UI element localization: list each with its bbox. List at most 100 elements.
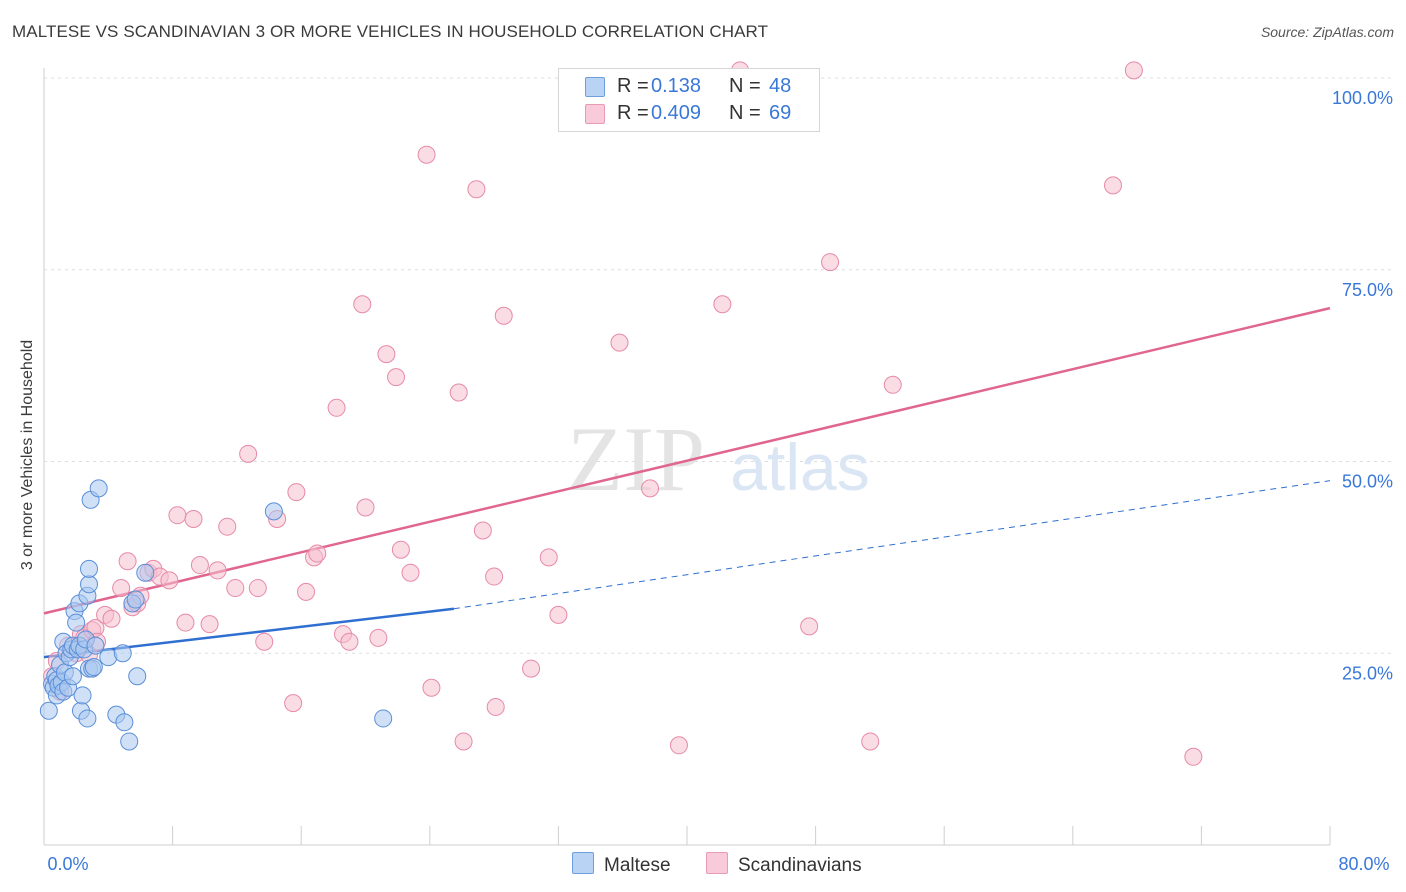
maltese-point — [113, 644, 132, 663]
y-tick-label: 100.0% — [1332, 88, 1393, 108]
scandinavians-point — [610, 333, 629, 352]
scandinavians-point — [401, 563, 420, 582]
scandinavians-point — [669, 736, 688, 755]
bottom-legend-scandinavians: Scandinavians — [706, 852, 862, 876]
bottom-legend-scandinavians-label: Scandinavians — [738, 855, 862, 876]
maltese-point — [126, 590, 145, 609]
chart-title: MALTESE VS SCANDINAVIAN 3 OR MORE VEHICL… — [12, 22, 769, 41]
axes — [43, 68, 1331, 846]
legend-n-label: N = — [729, 75, 761, 97]
scandinavians-point — [454, 732, 473, 751]
scandinavians-point — [549, 605, 568, 624]
scandinavians-point — [190, 556, 209, 575]
legend-r-label: R = — [617, 75, 649, 97]
scandinavians-point — [284, 694, 303, 713]
scandinavians-point — [327, 398, 346, 417]
scandinavians-point — [713, 295, 732, 314]
maltese-swatch — [572, 852, 594, 874]
maltese-point — [374, 709, 393, 728]
source-label: Source: ZipAtlas.com — [1260, 24, 1394, 40]
maltese-point — [78, 709, 97, 728]
scandinavians-trend-line — [43, 306, 1331, 615]
scandinavians-point — [208, 561, 227, 580]
scandinavians-point — [391, 540, 410, 559]
bottom-legend-maltese-label: Maltese — [604, 855, 671, 876]
legend-n-label: N = — [729, 102, 761, 124]
scandinavians-point — [883, 375, 902, 394]
maltese-point — [136, 563, 155, 582]
scandinavians-point — [226, 579, 245, 598]
scandinavians-point — [248, 579, 267, 598]
maltese-point — [63, 667, 82, 686]
scandinavians-point — [522, 659, 541, 678]
watermark: ZIP atlas — [567, 408, 870, 510]
scandinavians-point — [255, 632, 274, 651]
scandinavians-point — [800, 617, 819, 636]
scandinavians-point — [377, 345, 396, 364]
maltese-point — [86, 636, 105, 655]
scandinavians-point — [473, 521, 492, 540]
scandinavians-swatch — [706, 852, 728, 874]
scandinavians-point — [176, 613, 195, 632]
scandinavians-point — [486, 697, 505, 716]
y-tick-label: 50.0% — [1342, 472, 1393, 492]
legend-r-value-maltese: 0.138 — [651, 75, 702, 97]
maltese-point — [89, 479, 108, 498]
maltese-point — [264, 502, 283, 521]
maltese-point — [120, 732, 139, 751]
trend-lines — [43, 306, 1331, 659]
scandinavians-point — [353, 295, 372, 314]
scandinavians-point — [297, 582, 316, 601]
maltese-point — [73, 686, 92, 705]
x-tick-label: 80.0% — [1338, 854, 1389, 874]
legend-n-value-scandinavians: 69 — [769, 102, 792, 124]
scandinavians-point — [239, 444, 258, 463]
scandinavians-point — [369, 628, 388, 647]
maltese-trend-extension — [453, 480, 1331, 610]
scandinavians-point — [861, 732, 880, 751]
maltese-point — [80, 575, 99, 594]
scandinavians-point — [1124, 61, 1143, 80]
scandinavians-point — [168, 506, 187, 525]
scandinavians-point — [112, 579, 131, 598]
scandinavians-point — [218, 517, 237, 536]
gridlines — [44, 77, 1392, 654]
scandinavians-swatch — [585, 104, 605, 124]
scandinavians-point — [539, 548, 558, 567]
scandinavians-point — [467, 180, 486, 199]
scandinavians-point — [184, 510, 203, 529]
legend-n-value-maltese: 48 — [769, 75, 792, 97]
scandinavians-point — [160, 571, 179, 590]
watermark-zip: ZIP — [567, 408, 705, 510]
scandinavians-point — [417, 145, 436, 164]
scandinavians-point — [1103, 176, 1122, 195]
y-tick-label: 75.0% — [1342, 280, 1393, 300]
maltese-point — [128, 667, 147, 686]
legend: R = 0.138 N = 48 R = 0.409 N = 69 — [558, 68, 820, 132]
maltese-trend-line — [43, 607, 455, 659]
scandinavians-point — [340, 632, 359, 651]
scandinavians-point — [485, 567, 504, 586]
maltese-point — [84, 658, 103, 677]
tick-labels: 25.0% 50.0% 75.0% 100.0% 0.0% 80.0% — [47, 88, 1393, 874]
maltese-point — [80, 559, 99, 578]
maltese-point — [67, 613, 86, 632]
legend-r-value-scandinavians: 0.409 — [651, 102, 702, 124]
y-tick-label: 25.0% — [1342, 663, 1393, 683]
scandinavians-point — [422, 678, 441, 697]
x-tick-label: 0.0% — [47, 854, 88, 874]
bottom-legend-maltese: Maltese — [572, 852, 671, 876]
scandinavians-point — [641, 479, 660, 498]
scandinavians-point — [287, 483, 306, 502]
scandinavians-point — [118, 552, 137, 571]
scandinavians-point — [1184, 747, 1203, 766]
scandinavians-point — [356, 498, 375, 517]
scandinavians-point — [200, 615, 219, 634]
scandinavians-point — [387, 368, 406, 387]
maltese-point — [39, 701, 58, 720]
scandinavians-point — [449, 383, 468, 402]
watermark-atlas: atlas — [730, 430, 869, 504]
legend-r-label: R = — [617, 102, 649, 124]
maltese-point — [115, 713, 134, 732]
